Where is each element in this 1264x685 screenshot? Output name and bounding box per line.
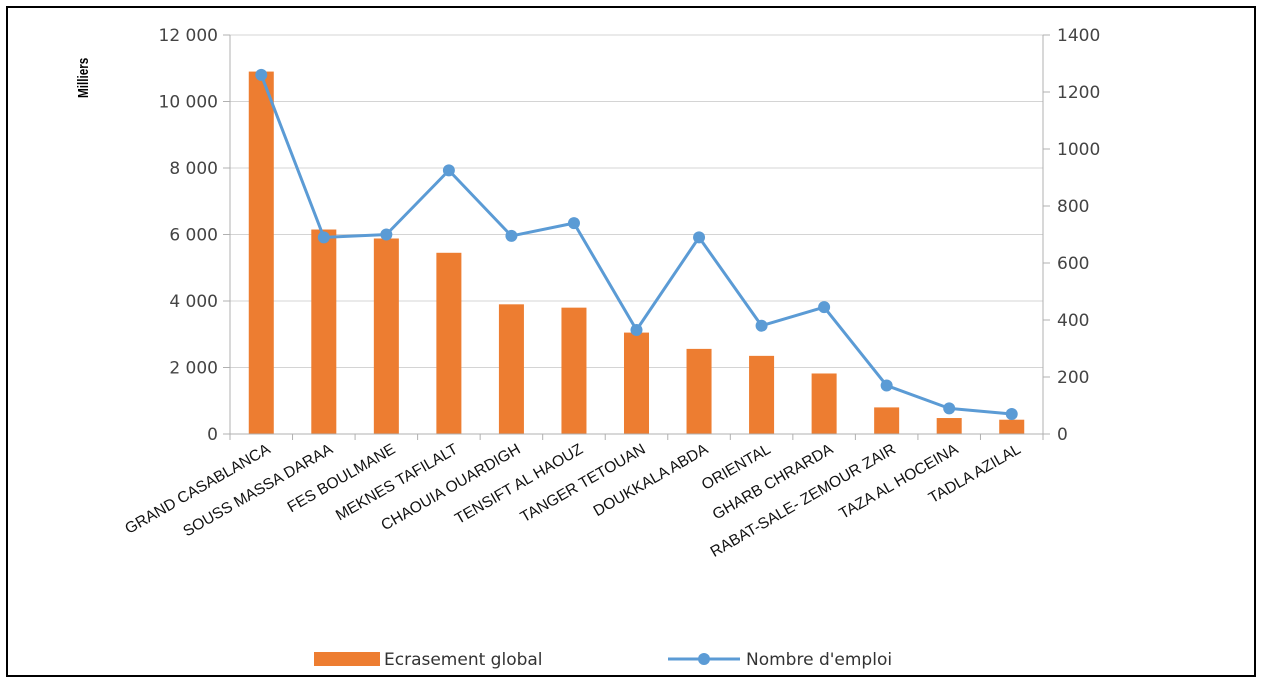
right-tick-label: 400: [1057, 311, 1089, 331]
right-tick-label: 1400: [1057, 26, 1100, 46]
bar: [999, 419, 1025, 434]
legend-swatch-bar: [314, 652, 380, 666]
left-tick-label: 12 000: [159, 26, 218, 46]
legend-label-bar: Ecrasement global: [384, 650, 543, 670]
legend-label-line: Nombre d'emploi: [746, 650, 892, 670]
bar: [811, 373, 837, 434]
bar: [436, 252, 462, 434]
right-tick-label: 600: [1057, 254, 1089, 274]
left-tick-label: 6 000: [169, 226, 218, 246]
bar: [874, 407, 900, 434]
bar: [311, 229, 337, 434]
line-point: [943, 402, 956, 415]
left-tick-label: 4 000: [169, 292, 218, 312]
left-axis-ticks: 0 2 000 4 000 6 000 8 000 10 000 12 000: [159, 26, 218, 445]
line-point: [693, 231, 706, 244]
line-point: [505, 229, 518, 242]
line-point: [442, 164, 455, 177]
bar: [248, 71, 274, 434]
bar: [686, 348, 712, 434]
bar: [498, 304, 524, 434]
line-point: [755, 319, 768, 332]
category-label: DOUKKALA ABDA: [591, 440, 712, 520]
bar: [561, 307, 587, 434]
right-tick-label: 1200: [1057, 83, 1100, 103]
left-axis-unit-label: Milliers: [75, 58, 92, 98]
bar: [936, 418, 962, 434]
legend-swatch-marker: [698, 653, 710, 665]
combo-chart: 0 2 000 4 000 6 000 8 000 10 000 12 000 0 200 40…: [75, 26, 1101, 670]
line-point: [1005, 408, 1018, 421]
right-tick-label: 200: [1057, 368, 1089, 388]
line-point: [317, 231, 330, 244]
bar: [373, 238, 399, 434]
bar: [749, 355, 775, 434]
left-tick-label: 10 000: [159, 93, 218, 113]
gridlines: [230, 34, 1043, 368]
left-tick-label: 0: [207, 425, 218, 445]
line-point: [630, 323, 643, 336]
line-point: [567, 217, 580, 230]
right-tick-label: 800: [1057, 197, 1089, 217]
right-tick-label: 0: [1057, 425, 1068, 445]
bar: [623, 332, 650, 434]
line-series: [255, 68, 1018, 421]
line-point: [880, 379, 893, 392]
left-tick-label: 2 000: [169, 359, 218, 379]
line-point: [818, 301, 831, 314]
line-point: [255, 68, 268, 81]
right-tick-label: 1000: [1057, 140, 1100, 160]
right-axis-ticks: 0 200 400 600 800 1000 1200 1400: [1057, 26, 1100, 445]
legend: Ecrasement global Nombre d'emploi: [314, 650, 892, 670]
axes: [223, 34, 1050, 440]
line-point: [380, 228, 393, 241]
bar-series: [248, 71, 1025, 434]
chart-frame: 0 2 000 4 000 6 000 8 000 10 000 12 000 0 200 40…: [6, 6, 1256, 677]
left-tick-label: 8 000: [169, 159, 218, 179]
